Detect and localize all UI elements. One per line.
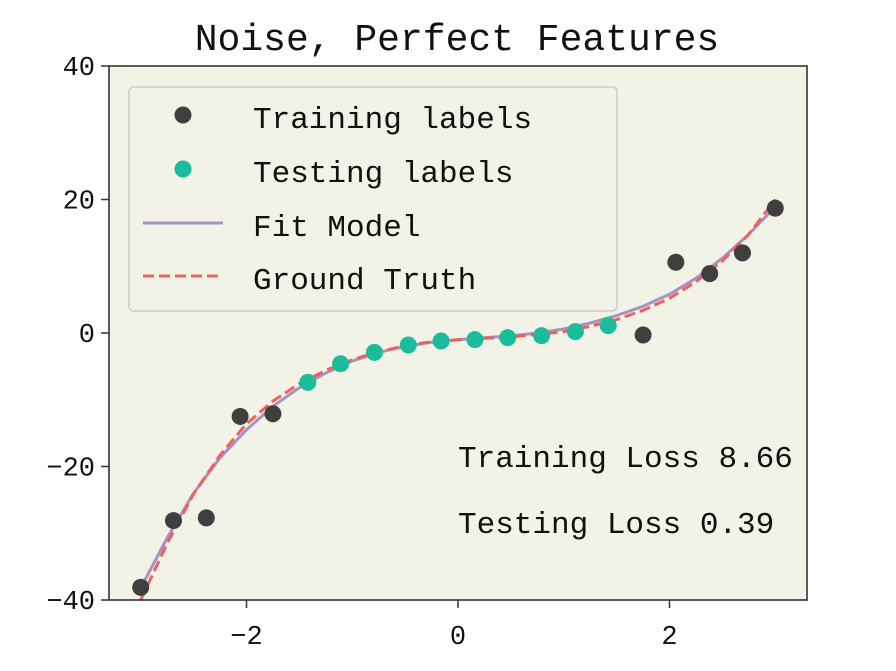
data-point-testing-labels — [299, 373, 317, 391]
data-point-training-labels — [132, 578, 150, 596]
legend-label-testing: Testing labels — [253, 157, 513, 192]
legend-label-ground-truth: Ground Truth — [253, 264, 476, 299]
data-point-training-labels — [165, 512, 183, 530]
y-tick-label: −20 — [46, 455, 95, 485]
x-tick-label: 0 — [450, 623, 466, 653]
legend: Training labels Testing labels Fit Model… — [128, 86, 618, 312]
data-point-testing-labels — [432, 332, 450, 350]
plot-content — [132, 198, 784, 601]
legend-marker-testing — [174, 160, 192, 178]
data-point-testing-labels — [533, 327, 551, 345]
data-point-testing-labels — [499, 329, 517, 347]
y-tick-label: 0 — [79, 321, 95, 351]
data-point-testing-labels — [466, 331, 484, 349]
x-tick-label: 2 — [661, 623, 677, 653]
data-point-training-labels — [733, 244, 751, 262]
chart-title: Noise, Perfect Features — [195, 19, 720, 62]
data-point-testing-labels — [399, 336, 417, 354]
annotation-training-loss: Training Loss 8.66 — [458, 442, 793, 477]
data-point-training-labels — [264, 405, 282, 423]
data-point-testing-labels — [566, 323, 584, 341]
annotation-testing-loss: Testing Loss 0.39 — [458, 508, 774, 543]
data-point-training-labels — [634, 326, 652, 344]
data-point-testing-labels — [599, 317, 617, 335]
series-line-ground-truth — [139, 198, 777, 601]
legend-marker-training — [174, 106, 192, 124]
y-tick-label: −40 — [46, 588, 95, 618]
data-point-training-labels — [766, 199, 784, 217]
data-point-training-labels — [197, 509, 215, 527]
data-point-training-labels — [231, 407, 249, 425]
legend-label-fit-model: Fit Model — [253, 211, 420, 246]
y-tick-label: 20 — [63, 188, 95, 218]
legend-label-training: Training labels — [253, 103, 532, 138]
legend-box — [128, 86, 618, 312]
y-tick-label: 40 — [63, 54, 95, 84]
data-point-testing-labels — [332, 355, 350, 373]
data-point-training-labels — [701, 265, 719, 283]
plot-frame — [108, 65, 808, 601]
x-tick-label: −2 — [230, 623, 262, 653]
data-point-testing-labels — [365, 343, 383, 361]
data-point-training-labels — [667, 253, 685, 271]
